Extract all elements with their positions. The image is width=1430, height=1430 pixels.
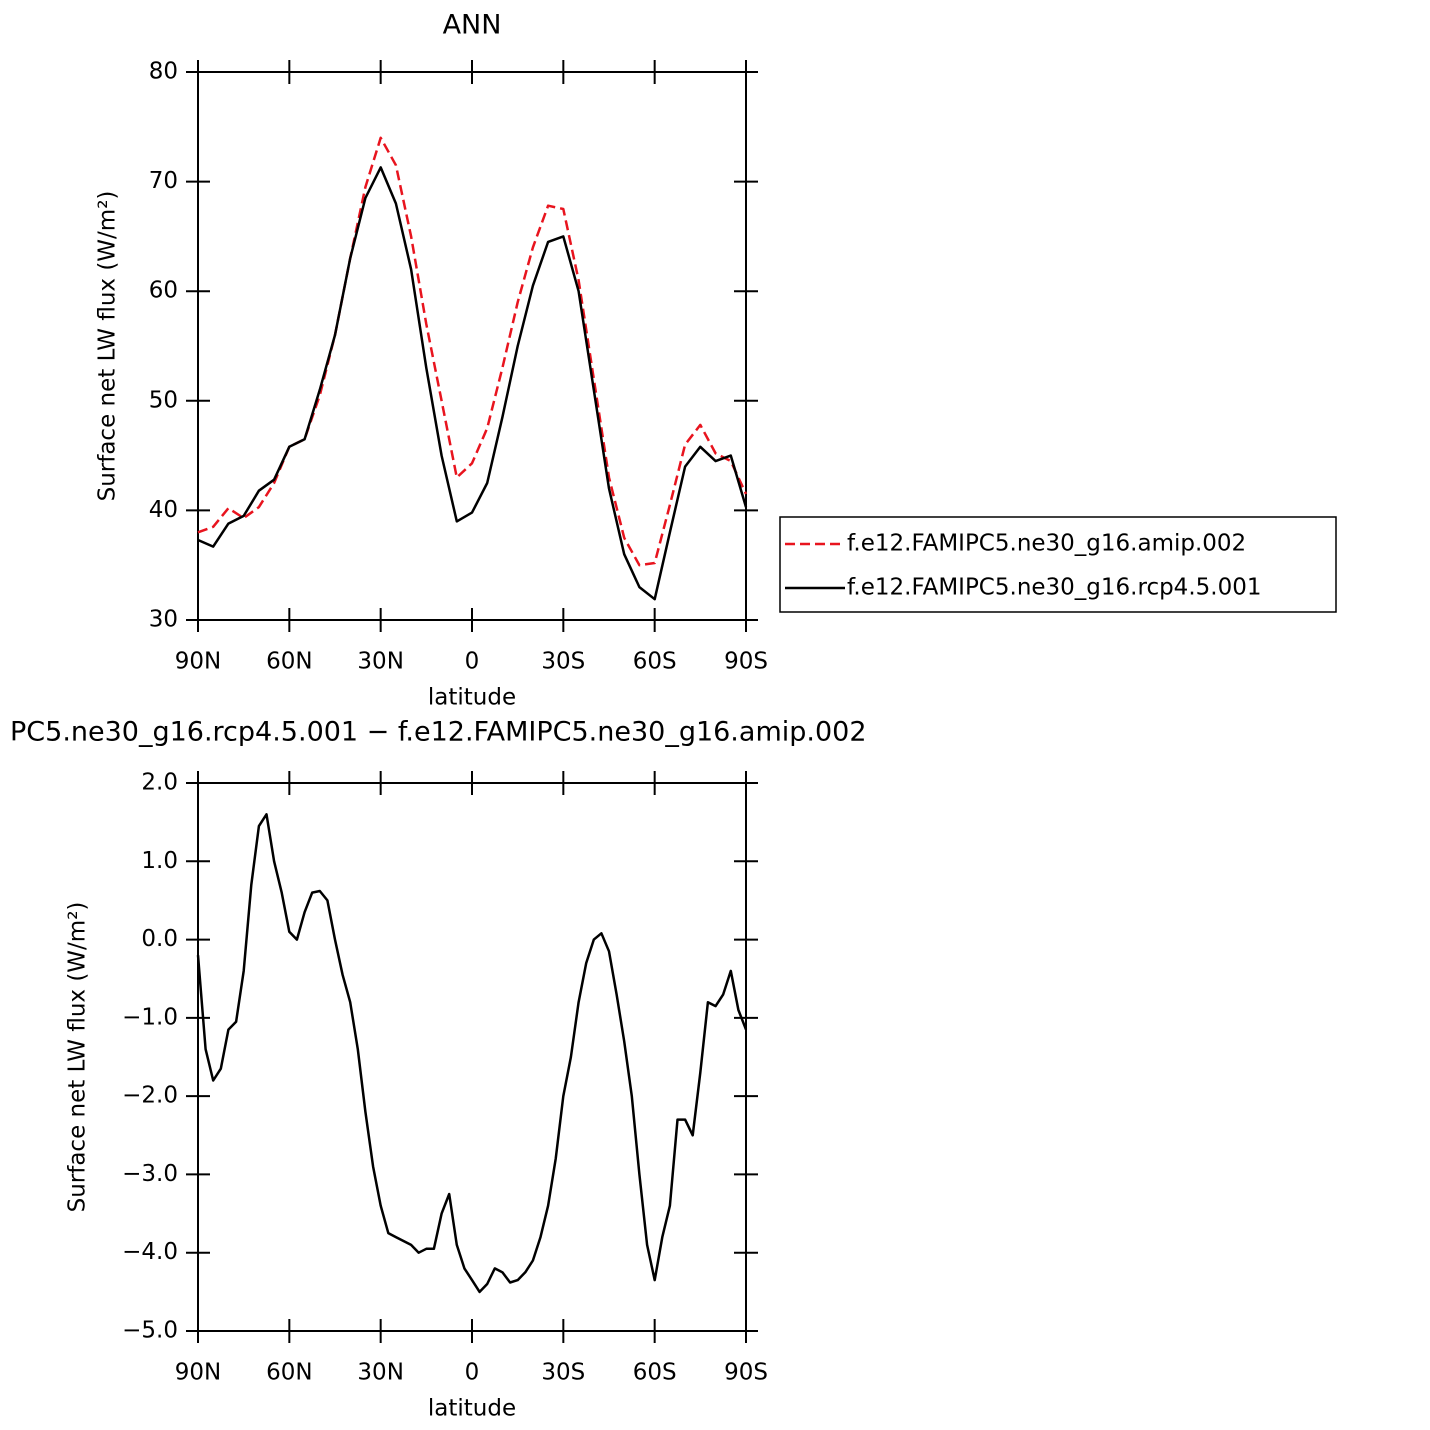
x-axis-label: latitude — [428, 685, 516, 711]
x-tick-label: 60S — [633, 1360, 677, 1386]
x-tick-label: 30N — [357, 649, 403, 675]
y-axis-label: Surface net LW flux (W/m²) — [95, 191, 121, 502]
y-tick-label: 60 — [149, 278, 178, 304]
y-tick-label: −4.0 — [122, 1239, 178, 1265]
x-tick-label: 30S — [541, 649, 585, 675]
y-tick-label: −3.0 — [122, 1161, 178, 1187]
legend-label: f.e12.FAMIPC5.ne30_g16.amip.002 — [847, 531, 1246, 557]
x-tick-label: 90N — [175, 1360, 221, 1386]
y-tick-label: 80 — [149, 59, 178, 85]
y-tick-label: 40 — [149, 497, 178, 523]
data-line — [197, 166, 748, 601]
y-axis-label: Surface net LW flux (W/m²) — [65, 902, 91, 1213]
x-tick-label: 0 — [465, 649, 480, 675]
plot-frame — [197, 71, 747, 621]
x-tick-label: 0 — [465, 1360, 480, 1386]
x-tick-label: 90S — [724, 1360, 768, 1386]
x-tick-label: 30S — [541, 1360, 585, 1386]
y-tick-label: −2.0 — [122, 1083, 178, 1109]
x-tick-label: 90N — [175, 649, 221, 675]
legend-label: f.e12.FAMIPC5.ne30_g16.rcp4.5.001 — [847, 575, 1261, 601]
plot-frame — [197, 782, 747, 1332]
data-line — [197, 136, 748, 567]
y-tick-label: 1.0 — [141, 848, 178, 874]
x-tick-label: 90S — [724, 649, 768, 675]
data-line — [196, 813, 748, 1294]
y-tick-label: 2.0 — [141, 770, 178, 796]
legend-box — [779, 516, 1337, 613]
y-tick-label: 30 — [149, 607, 178, 633]
x-tick-label: 30N — [357, 1360, 403, 1386]
y-tick-label: −5.0 — [122, 1318, 178, 1344]
x-axis-label: latitude — [428, 1396, 516, 1422]
y-tick-label: 50 — [149, 387, 178, 413]
x-tick-label: 60S — [633, 649, 677, 675]
chart-title: PC5.ne30_g16.rcp4.5.001 − f.e12.FAMIPC5.… — [10, 717, 867, 748]
y-tick-label: −1.0 — [122, 1004, 178, 1030]
chart-title: ANN — [443, 10, 502, 41]
y-tick-label: 70 — [149, 168, 178, 194]
x-tick-label: 60N — [266, 649, 312, 675]
x-tick-label: 60N — [266, 1360, 312, 1386]
y-tick-label: 0.0 — [141, 926, 178, 952]
